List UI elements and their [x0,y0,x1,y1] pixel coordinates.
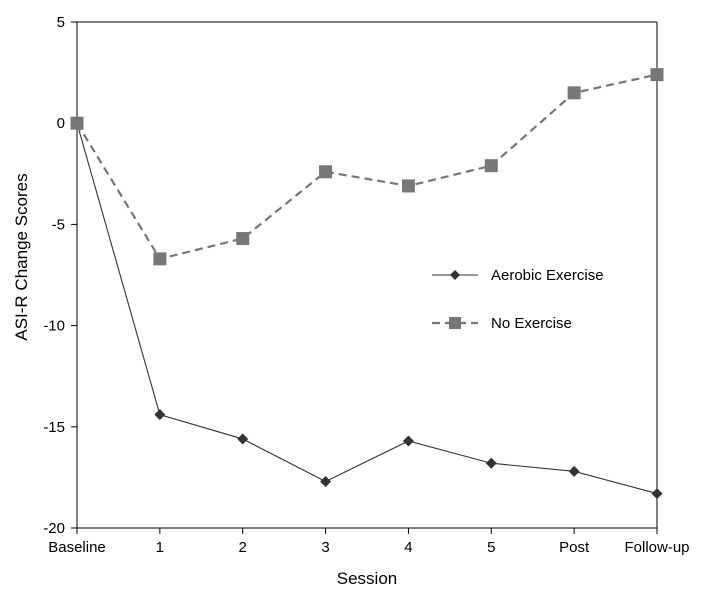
data-point [568,465,580,477]
data-point [651,488,663,500]
x-tick-label: 5 [487,539,495,556]
series-layer [70,68,664,500]
x-ticks: Baseline 1 2 3 4 5 Post Follow-up [48,528,690,556]
y-tick-label: -10 [43,318,65,335]
x-tick-label: Follow-up [624,539,689,556]
series-no-exercise [70,68,664,266]
data-point [70,116,84,130]
legend-label-no-exercise: No Exercise [491,315,572,332]
data-point [320,475,332,487]
data-point [154,409,166,421]
data-point [153,252,167,266]
x-axis-title: Session [337,569,397,588]
data-point [650,68,664,82]
data-point [319,165,333,179]
series-line [76,73,658,261]
y-ticks: 5 0 -5 -10 -15 -20 [43,14,77,537]
x-tick-label: 3 [321,539,329,556]
y-tick-label: -15 [43,419,65,436]
legend-marker-aerobic-exercise [450,270,460,280]
legend-label-aerobic-exercise: Aerobic Exercise [491,267,604,284]
legend: Aerobic Exercise No Exercise [432,267,604,332]
data-point [567,86,581,100]
y-tick-label: 0 [57,115,65,132]
data-point [402,435,414,447]
y-axis-title: ASI-R Change Scores [12,173,31,340]
x-tick-label: 4 [404,539,412,556]
data-point [237,433,249,445]
axes [76,21,658,529]
data-point [484,159,498,173]
y-tick-label: 5 [57,14,65,31]
x-tick-label: 1 [156,539,164,556]
x-tick-label: Post [559,539,590,556]
data-point [236,232,250,246]
data-point [401,179,415,193]
x-tick-label: 2 [239,539,247,556]
x-tick-label: Baseline [48,539,106,556]
data-point [485,457,497,469]
series-aerobic-exercise [71,117,663,500]
series-line [76,123,658,495]
y-tick-label: -20 [43,520,65,537]
legend-marker-no-exercise [449,317,461,329]
y-tick-label: -5 [52,216,65,233]
